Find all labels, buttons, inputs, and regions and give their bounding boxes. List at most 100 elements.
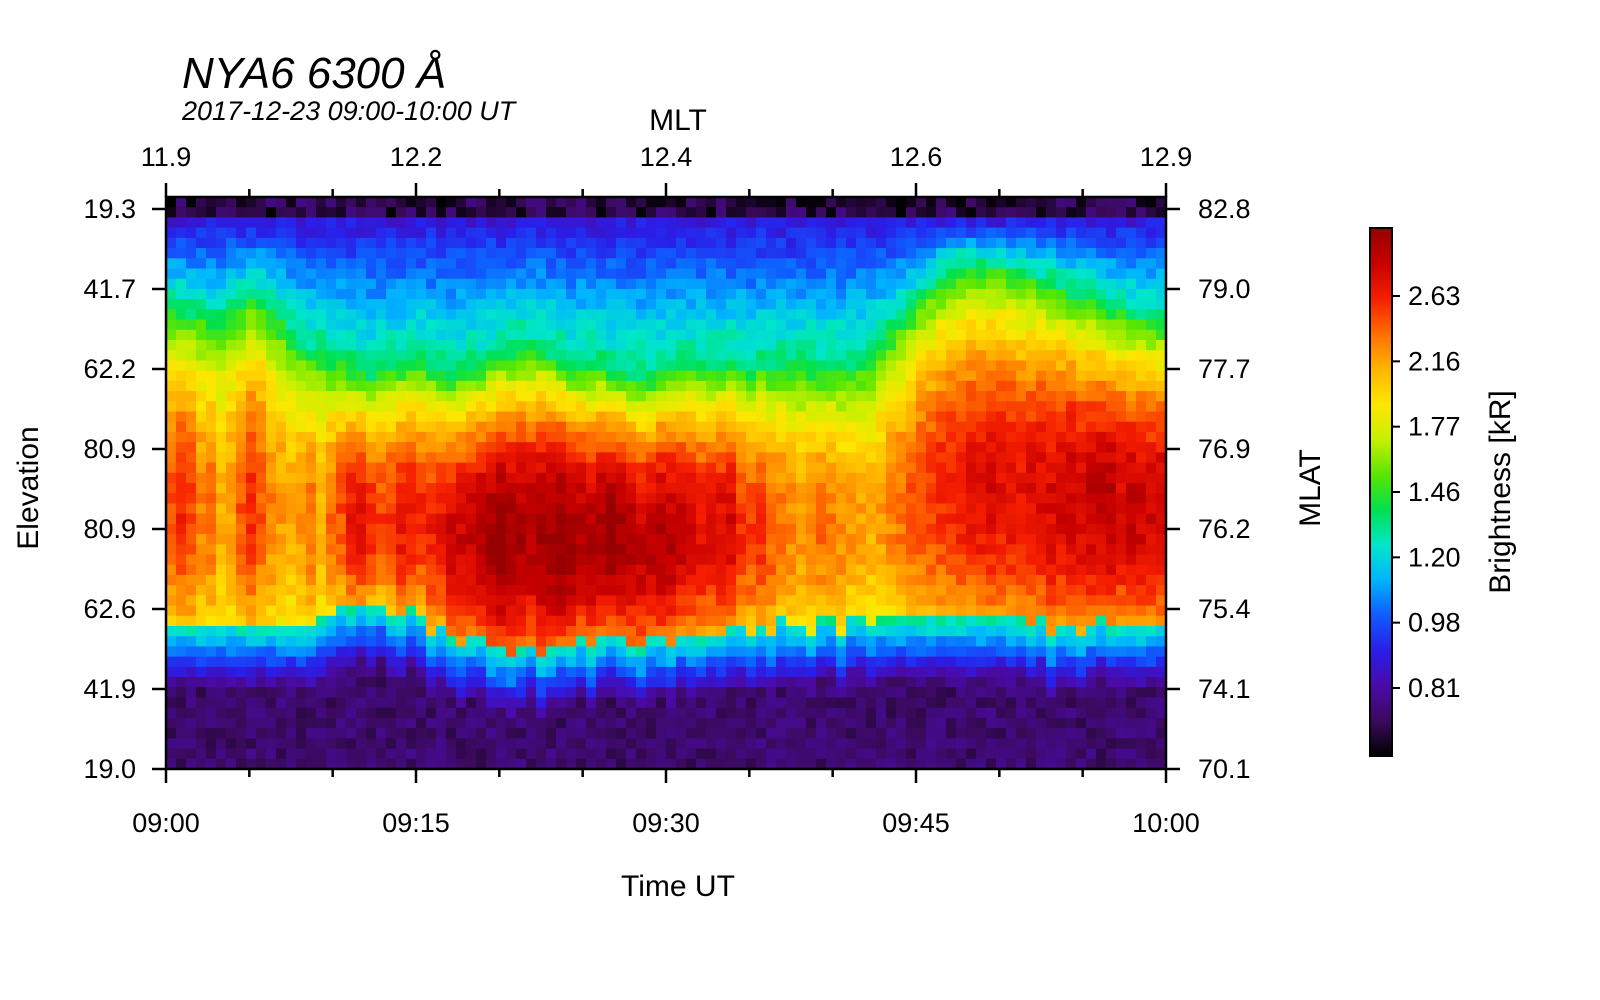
heatmap-cell [986,513,997,525]
heatmap-cell [436,350,447,362]
heatmap-cell [806,636,817,648]
heatmap-cell [656,534,667,545]
heatmap-cell [486,278,497,290]
heatmap-cell [486,503,497,515]
heatmap-cell [856,340,867,351]
heatmap-cell [196,636,207,648]
heatmap-cell [1006,717,1017,729]
heatmap-cell [576,707,587,719]
heatmap-cell [456,452,467,464]
heatmap-cell [336,677,347,688]
heatmap-cell [336,636,347,648]
heatmap-cell [386,421,397,433]
heatmap-cell [1046,248,1057,259]
heatmap-cell [606,585,617,596]
heatmap-cell [736,258,747,270]
heatmap-cell [366,534,377,545]
heatmap-cell [966,380,977,392]
heatmap-cell [246,687,257,699]
heatmap-cell [196,666,207,678]
heatmap-cell [536,534,547,545]
heatmap-cell [886,462,897,474]
heatmap-cell [296,574,307,586]
heatmap-cell [976,738,987,750]
heatmap-cell [246,534,257,545]
heatmap-cell [376,717,387,729]
heatmap-cell [266,697,277,709]
heatmap-cell [976,534,987,545]
heatmap-cell [596,370,607,382]
heatmap-cell [496,380,507,392]
heatmap-cell [586,421,597,433]
heatmap-cell [416,748,427,760]
heatmap-cell [926,278,937,290]
heatmap-cell [996,758,1007,770]
heatmap-cell [506,370,517,382]
heatmap-cell [396,483,407,494]
heatmap-cell [356,370,367,382]
heatmap-cell [626,207,637,219]
heatmap-cell [806,503,817,515]
heatmap-cell [886,615,897,627]
heatmap-cell [676,411,687,423]
heatmap-cell [566,626,577,637]
heatmap-cell [556,523,567,535]
heatmap-cell [256,666,267,678]
heatmap-cell [906,615,917,627]
heatmap-cell [566,217,577,229]
heatmap-cell [1016,391,1027,402]
heatmap-cell [676,493,687,505]
heatmap-cell [976,217,987,229]
heatmap-cell [816,595,827,607]
heatmap-cell [296,350,307,362]
heatmap-cell [196,237,207,249]
heatmap-cell [186,207,197,219]
heatmap-cell [586,380,597,392]
heatmap-cell [646,574,657,586]
heatmap-cell [1006,677,1017,688]
heatmap-cell [206,268,217,280]
heatmap-cell [966,340,977,351]
heatmap-cell [266,411,277,423]
heatmap-cell [216,707,227,719]
heatmap-cell [306,411,317,423]
heatmap-cell [356,309,367,321]
heatmap-cell [636,697,647,709]
heatmap-cell [976,656,987,668]
heatmap-cell [406,748,417,760]
heatmap-cell [736,278,747,290]
heatmap-cell [566,717,577,729]
heatmap-cell [336,329,347,341]
heatmap-cell [296,738,307,750]
heatmap-cell [986,574,997,586]
heatmap-cell [216,329,227,341]
heatmap-cell [706,401,717,413]
heatmap-cell [206,503,217,515]
heatmap-cell [906,707,917,719]
heatmap-cell [756,237,767,249]
heatmap-cell [856,299,867,310]
heatmap-cell [546,237,557,249]
heatmap-cell [296,677,307,688]
heatmap-cell [1016,574,1027,586]
heatmap-cell [286,360,297,372]
heatmap-cell [636,544,647,556]
heatmap-cell [246,360,257,372]
heatmap-cell [466,370,477,382]
heatmap-cell [996,391,1007,402]
heatmap-cell [806,350,817,362]
heatmap-cell [216,258,227,270]
heatmap-cell [1036,288,1047,300]
heatmap-cell [646,442,657,453]
heatmap-cell [216,421,227,433]
heatmap-cell [866,717,877,729]
heatmap-cell [226,523,237,535]
heatmap-cell [926,677,937,688]
heatmap-cell [186,288,197,300]
heatmap-cell [816,360,827,372]
heatmap-cell [956,503,967,515]
heatmap-cell [626,503,637,515]
heatmap-cell [916,288,927,300]
heatmap-cell [366,483,377,494]
heatmap-cell [796,656,807,668]
